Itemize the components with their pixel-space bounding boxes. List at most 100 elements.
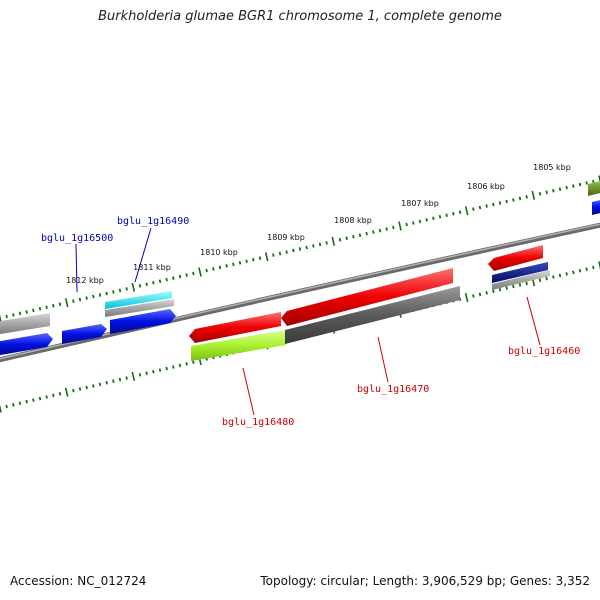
minor-tick — [578, 182, 582, 187]
minor-tick — [172, 365, 175, 369]
minor-tick — [518, 283, 522, 287]
minor-tick — [85, 385, 88, 390]
leader-line-bglu-1g16460 — [526, 296, 541, 346]
minor-tick — [292, 248, 295, 253]
leader-line-bglu-1g16480 — [242, 367, 255, 416]
minor-tick — [72, 388, 75, 393]
minor-tick — [165, 277, 168, 282]
minor-tick — [185, 362, 188, 366]
chromosome-backbone-highlight — [0, 223, 600, 360]
major-tick — [598, 175, 600, 184]
minor-tick — [25, 310, 28, 314]
major-tick — [131, 371, 136, 381]
gene-arrow-blue[interactable] — [62, 324, 107, 344]
gene-feature-gray[interactable] — [0, 313, 50, 335]
minor-tick — [325, 241, 328, 245]
minor-tick — [298, 247, 302, 251]
minor-tick — [485, 291, 488, 295]
minor-tick — [365, 231, 368, 236]
minor-tick — [145, 371, 148, 375]
minor-tick — [525, 195, 528, 199]
major-tick — [531, 190, 536, 200]
gene-label-bglu-1g16480[interactable]: bglu_1g16480 — [222, 417, 294, 428]
minor-tick — [245, 259, 248, 263]
minor-tick — [205, 268, 208, 273]
gene-feature-darkgray[interactable] — [285, 286, 460, 344]
minor-tick — [505, 199, 508, 204]
gene-arrow-blue[interactable] — [0, 333, 53, 356]
minor-tick — [105, 381, 108, 385]
minor-tick — [105, 291, 108, 296]
major-tick — [464, 206, 469, 216]
minor-tick — [425, 218, 428, 222]
minor-tick — [592, 179, 595, 184]
minor-tick — [98, 293, 102, 297]
minor-tick — [165, 366, 168, 371]
minor-tick — [5, 404, 8, 409]
minor-tick — [545, 276, 548, 281]
minor-tick — [158, 279, 162, 284]
gene-arrow-red-bglu-1g16480[interactable] — [189, 312, 281, 343]
minor-tick — [445, 213, 448, 217]
major-tick — [0, 314, 2, 323]
gene-feature-olive[interactable] — [588, 180, 600, 196]
gene-label-bglu-1g16500[interactable]: bglu_1g16500 — [41, 233, 113, 244]
gene-feature-gray[interactable] — [492, 270, 550, 290]
gene-label-bglu-1g16470[interactable]: bglu_1g16470 — [357, 384, 429, 395]
gene-arrow-cyan-bglu-1g16490[interactable] — [105, 291, 172, 309]
minor-tick — [305, 245, 308, 250]
gene-arrow-blue[interactable] — [592, 199, 600, 215]
minor-tick — [45, 305, 48, 309]
minor-tick — [565, 272, 568, 276]
tick-label-1806: 1806 kbp — [467, 182, 505, 191]
minor-tick — [18, 311, 22, 316]
gene-feature-navy[interactable] — [492, 262, 548, 283]
minor-tick — [58, 302, 62, 307]
leader-line-bglu-1g16470 — [377, 336, 389, 383]
minor-tick — [478, 292, 482, 297]
minor-tick — [572, 184, 575, 188]
minor-tick — [418, 219, 422, 224]
minor-tick — [345, 236, 348, 240]
minor-tick — [138, 283, 142, 288]
minor-tick — [378, 228, 382, 233]
minor-tick — [558, 187, 562, 192]
minor-tick — [112, 379, 115, 383]
major-tick — [398, 221, 402, 231]
minor-tick — [138, 373, 142, 377]
minor-tick — [212, 267, 215, 271]
gene-label-bglu-1g16460[interactable]: bglu_1g16460 — [508, 346, 580, 357]
major-tick — [598, 261, 600, 270]
chromosome-backbone — [0, 222, 600, 363]
minor-tick — [458, 210, 462, 215]
tick-label-1808: 1808 kbp — [334, 216, 372, 225]
major-tick — [331, 236, 336, 246]
gene-arrow-red-bglu-1g16470[interactable] — [281, 268, 453, 326]
tick-label-1812: 1812 kbp — [66, 276, 104, 285]
minor-tick — [385, 227, 388, 231]
minor-tick — [78, 297, 82, 302]
gene-feature-lime[interactable] — [191, 330, 286, 361]
minor-tick — [32, 308, 35, 313]
minor-tick — [452, 212, 455, 216]
gene-feature-gray[interactable] — [105, 299, 174, 317]
gene-arrow-blue[interactable] — [110, 309, 176, 334]
minor-tick — [5, 314, 8, 319]
minor-tick — [278, 251, 282, 256]
minor-tick — [252, 258, 255, 262]
minor-tick — [192, 271, 195, 276]
gene-arrow-red-bglu-1g16460[interactable] — [488, 245, 543, 271]
major-tick — [0, 404, 2, 413]
minor-tick — [38, 396, 42, 401]
minor-tick — [438, 214, 442, 219]
minor-tick — [492, 289, 495, 293]
minor-tick — [578, 268, 582, 273]
minor-tick — [518, 196, 522, 201]
minor-tick — [118, 288, 122, 293]
minor-tick — [372, 230, 375, 234]
gene-label-bglu-1g16490[interactable]: bglu_1g16490 — [117, 216, 189, 227]
minor-tick — [78, 387, 82, 391]
minor-tick — [552, 275, 555, 279]
minor-tick — [485, 204, 488, 208]
